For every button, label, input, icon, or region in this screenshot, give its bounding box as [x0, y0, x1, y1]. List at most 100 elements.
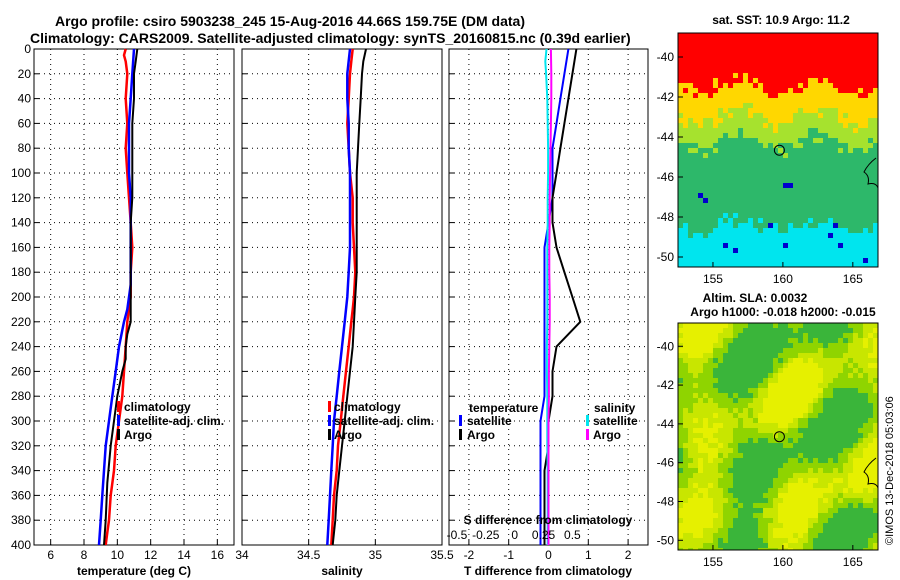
map-cell [778, 98, 783, 103]
map-cell [783, 343, 788, 348]
map-cell [778, 213, 783, 218]
map-cell [683, 398, 688, 403]
map-cell [798, 228, 803, 233]
map-cell [813, 528, 818, 533]
map-cell [788, 258, 793, 263]
map-cell [733, 403, 738, 408]
map-cell [738, 493, 743, 498]
map-cell [753, 393, 758, 398]
map-cell [868, 118, 873, 123]
map-cell [688, 328, 693, 333]
map-cell [818, 363, 823, 368]
map-cell [748, 408, 753, 413]
map-cell [838, 253, 843, 258]
map-cell [728, 43, 733, 48]
map-cell [763, 323, 768, 328]
map-cell [688, 458, 693, 463]
map-cell [823, 238, 828, 243]
map-cell [683, 388, 688, 393]
map-cell [748, 193, 753, 198]
map-cell [818, 73, 823, 78]
map-cell [838, 513, 843, 518]
map-cell [743, 53, 748, 58]
map-cell [728, 53, 733, 58]
map-cell [788, 533, 793, 538]
map-cell [808, 473, 813, 478]
map-cell [688, 408, 693, 413]
map-cell [693, 343, 698, 348]
map-cell [843, 523, 848, 528]
map-cell [733, 443, 738, 448]
map-cell [798, 373, 803, 378]
map-cell [698, 148, 703, 153]
map-cell [733, 388, 738, 393]
legend-title-salinity: salinity [594, 401, 636, 415]
map-cell [693, 238, 698, 243]
map-cell [703, 68, 708, 73]
map-cell [723, 348, 728, 353]
map-cell [713, 523, 718, 528]
map-cell [863, 133, 868, 138]
map-cell [793, 323, 798, 328]
map-cell [803, 258, 808, 263]
map-cell [783, 423, 788, 428]
map-cell [803, 398, 808, 403]
map-cell [753, 513, 758, 518]
map-cell [768, 348, 773, 353]
y-tick-label: 180 [11, 265, 31, 279]
map-cell [803, 178, 808, 183]
map-cell [758, 353, 763, 358]
map-cell [708, 38, 713, 43]
map-cell [768, 503, 773, 508]
map-cell [693, 388, 698, 393]
map-cell [733, 223, 738, 228]
map-cell [753, 443, 758, 448]
map-cell [803, 333, 808, 338]
map-cell [713, 443, 718, 448]
map-cell [863, 543, 868, 548]
map-cell [853, 263, 858, 267]
map-cell [868, 253, 873, 258]
map-cell [848, 358, 853, 363]
map-cell [768, 413, 773, 418]
y-tick-label: 240 [11, 340, 31, 354]
map-cell [813, 453, 818, 458]
map-cell [693, 243, 698, 248]
map-cell [808, 428, 813, 433]
map-cell [873, 468, 878, 473]
map-cell [723, 528, 728, 533]
map-cell [853, 418, 858, 423]
map-cell [743, 353, 748, 358]
map-cell [733, 178, 738, 183]
map-cell [848, 93, 853, 98]
map-cell [703, 258, 708, 263]
map-cell [713, 63, 718, 68]
map-cell [758, 538, 763, 543]
map-cell [683, 58, 688, 63]
legend-swatch-argo [328, 429, 331, 440]
map-cell [873, 413, 878, 418]
map-cell [753, 403, 758, 408]
map-cell [768, 158, 773, 163]
map-cell [793, 388, 798, 393]
map-cell [703, 153, 708, 158]
map-cell [853, 533, 858, 538]
map-cell [718, 333, 723, 338]
map-cell [718, 263, 723, 267]
map-cell [793, 208, 798, 213]
map-cell [693, 518, 698, 523]
map-cell [713, 453, 718, 458]
map-cell [778, 163, 783, 168]
map-cell [863, 203, 868, 208]
map-cell [863, 518, 868, 523]
map-cell [848, 413, 853, 418]
map-cell [833, 453, 838, 458]
map-cell [763, 118, 768, 123]
map-cell [688, 233, 693, 238]
map-cell [758, 153, 763, 158]
map-cell [858, 33, 863, 38]
map-cell [818, 418, 823, 423]
map-cell [678, 368, 683, 373]
map-cell [748, 423, 753, 428]
map-cell [803, 458, 808, 463]
